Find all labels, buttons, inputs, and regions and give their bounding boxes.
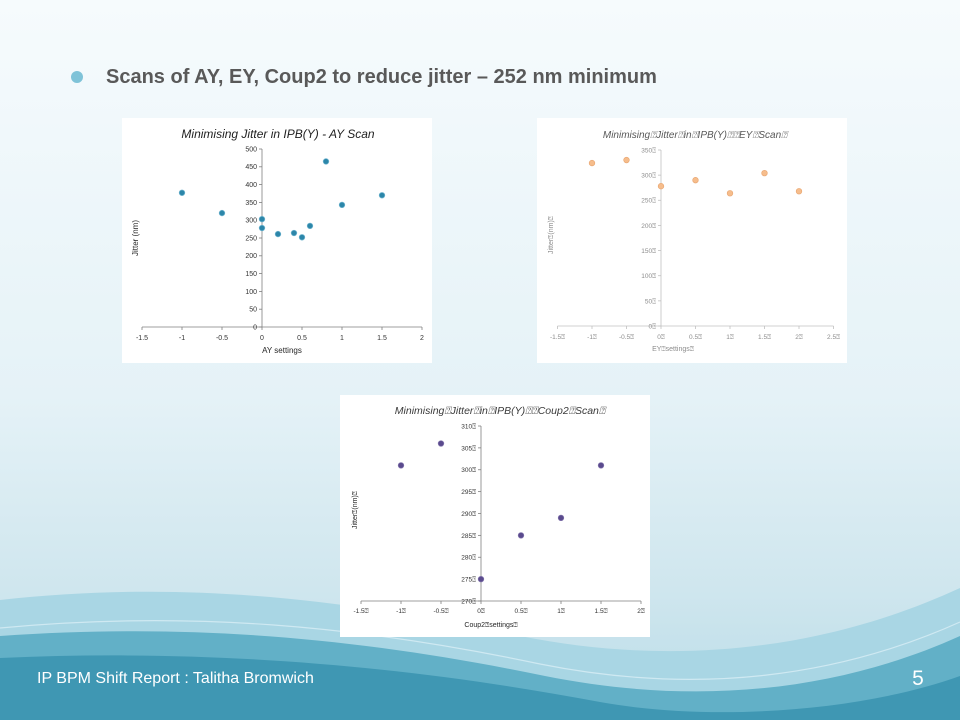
x-tick-label: 2.5⍰	[827, 334, 840, 341]
data-point	[597, 462, 605, 469]
chart-ay-scan-plot: Minimising Jitter in IPB(Y) - AY Scan -1.…	[131, 127, 424, 355]
y-tick-label: 0	[253, 324, 257, 331]
x-tick-label: 1	[340, 335, 344, 342]
x-tick-label: 0.5⍰	[689, 334, 702, 341]
y-tick-label: 200⍰	[641, 223, 656, 230]
data-point	[397, 462, 405, 469]
data-point	[274, 230, 282, 238]
data-point	[588, 159, 596, 167]
data-point	[726, 190, 734, 197]
x-tick-label: 0.5⍰	[515, 608, 528, 615]
footer-text: IP BPM Shift Report : Talitha Bromwich	[37, 670, 314, 687]
y-tick-label: 150	[245, 271, 257, 278]
x-tick-label: 1.5⍰	[595, 608, 608, 615]
data-point	[692, 177, 699, 184]
page-number: 5	[912, 667, 924, 690]
data-point	[298, 234, 306, 241]
y-tick-label: 300	[245, 218, 257, 225]
y-tick-label: 50	[249, 307, 257, 314]
data-point	[378, 192, 386, 199]
y-tick-label: 290⍰	[461, 511, 476, 518]
y-tick-label: 100	[245, 289, 257, 296]
chart-title: Minimising⍰Jitter⍰in⍰IPB(Y)⍰⍰EY⍰Scan⍰	[603, 130, 789, 141]
y-axis-label: Jitter (nm)	[131, 220, 140, 256]
y-tick-label: 100⍰	[641, 273, 656, 280]
data-point	[178, 189, 186, 196]
x-tick-label: -0.5	[216, 335, 228, 342]
x-tick-label: 0	[260, 335, 264, 342]
data-point	[761, 169, 768, 177]
data-point	[477, 575, 485, 583]
y-tick-label: 300⍰	[641, 173, 656, 180]
y-tick-label: 310⍰	[461, 423, 476, 430]
data-point	[517, 532, 525, 539]
y-tick-label: 280⍰	[461, 555, 476, 562]
x-axis-label: AY settings	[262, 346, 302, 355]
slide-title: Scans of AY, EY, Coup2 to reduce jitter …	[106, 66, 657, 88]
y-tick-label: 285⍰	[461, 533, 476, 540]
data-point	[557, 514, 565, 522]
decorative-wave-dark	[0, 655, 960, 720]
x-tick-label: -1⍰	[587, 334, 597, 341]
y-tick-label: 0⍰	[648, 323, 656, 330]
y-tick-label: 275⍰	[461, 577, 476, 584]
chart-ey-scan: Minimising⍰Jitter⍰in⍰IPB(Y)⍰⍰EY⍰Scan⍰ -1.…	[537, 118, 847, 363]
x-tick-label: 1.5	[377, 335, 387, 342]
data-point	[290, 229, 298, 237]
y-tick-label: 200	[245, 253, 257, 260]
y-tick-label: 500	[245, 146, 257, 153]
bullet-dot	[71, 71, 83, 83]
data-point	[322, 158, 330, 165]
y-axis-label: Jitter⍰(nm)⍰	[548, 216, 555, 254]
x-tick-label: 0.5	[297, 335, 307, 342]
x-tick-label: 0⍰	[477, 608, 485, 615]
data-point	[258, 224, 266, 232]
x-tick-label: -0.5⍰	[433, 608, 448, 615]
y-tick-label: 350⍰	[641, 147, 656, 154]
data-point	[795, 188, 803, 195]
data-point	[338, 201, 346, 209]
y-tick-label: 450	[245, 164, 257, 171]
x-tick-label: -1.5	[136, 335, 148, 342]
chart-title: Minimising Jitter in IPB(Y) - AY Scan	[181, 127, 374, 141]
data-point	[306, 222, 314, 230]
y-tick-label: 400	[245, 182, 257, 189]
decorative-wave-highlight	[0, 620, 960, 680]
x-tick-label: 2⍰	[637, 608, 645, 615]
y-axis-label: Jitter⍰(nm)⍰	[352, 491, 359, 529]
chart-ey-scan-plot: Minimising⍰Jitter⍰in⍰IPB(Y)⍰⍰EY⍰Scan⍰ -1.…	[548, 130, 840, 353]
x-tick-label: -1⍰	[396, 608, 406, 615]
y-tick-label: 270⍰	[461, 598, 476, 605]
x-tick-label: -1	[179, 335, 185, 342]
x-tick-label: 2	[420, 335, 424, 342]
x-tick-label: 2⍰	[795, 334, 803, 341]
y-tick-label: 50⍰	[645, 298, 656, 305]
y-tick-label: 350	[245, 200, 257, 207]
x-tick-label: 0⍰	[657, 334, 665, 341]
x-tick-label: 1⍰	[726, 334, 734, 341]
data-point	[218, 209, 226, 217]
x-tick-label: -1.5⍰	[353, 608, 368, 615]
x-tick-label: -1.5⍰	[550, 334, 565, 341]
data-point	[623, 156, 630, 164]
chart-title: Minimising⍰Jitter⍰in⍰IPB(Y)⍰⍰Coup2⍰Scan⍰	[395, 405, 607, 417]
x-axis-label: EY⍰settings⍰	[652, 346, 694, 353]
x-tick-label: 1⍰	[557, 608, 565, 615]
data-point	[437, 440, 445, 447]
y-tick-label: 305⍰	[461, 445, 476, 452]
y-tick-label: 300⍰	[461, 467, 476, 474]
data-point	[657, 183, 665, 190]
chart-ay-scan: Minimising Jitter in IPB(Y) - AY Scan -1.…	[122, 118, 432, 363]
y-tick-label: 250	[245, 235, 257, 242]
chart-coup2-scan: Minimising⍰Jitter⍰in⍰IPB(Y)⍰⍰Coup2⍰Scan⍰…	[340, 395, 650, 637]
y-tick-label: 250⍰	[641, 198, 656, 205]
y-tick-label: 295⍰	[461, 489, 476, 496]
y-tick-label: 150⍰	[641, 248, 656, 255]
chart-coup2-scan-plot: Minimising⍰Jitter⍰in⍰IPB(Y)⍰⍰Coup2⍰Scan⍰…	[352, 405, 645, 629]
x-axis-label: Coup2⍰settings⍰	[464, 622, 517, 629]
data-point	[258, 215, 266, 223]
x-tick-label: -0.5⍰	[619, 334, 634, 341]
x-tick-label: 1.5⍰	[758, 334, 771, 341]
